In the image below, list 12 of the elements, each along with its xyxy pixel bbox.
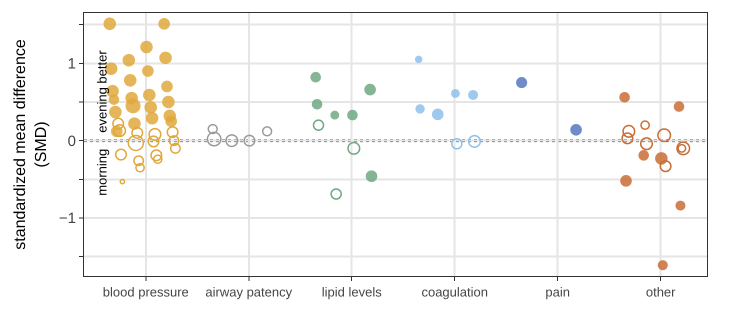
- x-tick-label: pain: [545, 284, 570, 300]
- y-tick-label: 0: [68, 132, 76, 150]
- y-tick-label: −1: [58, 210, 76, 228]
- x-tick-label: lipid levels: [322, 284, 382, 300]
- annotation: evening better: [94, 50, 110, 133]
- x-tick-label: other: [646, 284, 676, 300]
- x-tick-label: coagulation: [421, 284, 488, 300]
- annotation: morning: [94, 148, 110, 196]
- x-tick-label: airway patency: [205, 284, 293, 300]
- y-axis-title: standardized mean difference (SMD): [12, 39, 50, 250]
- x-tick-label: blood pressure: [102, 284, 189, 300]
- y-tick-label: 1: [68, 56, 76, 73]
